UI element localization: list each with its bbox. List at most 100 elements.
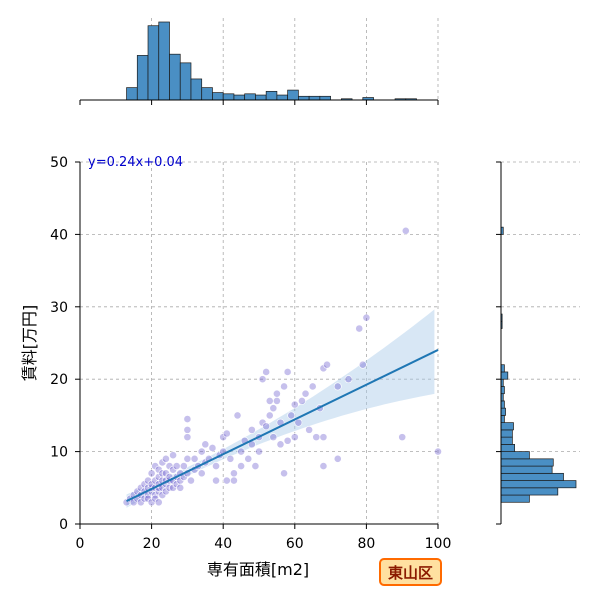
data-point [233, 411, 242, 420]
data-point [298, 397, 306, 405]
area-badge-box [379, 558, 442, 586]
main-grid [80, 161, 439, 524]
x-hist-bar [222, 93, 235, 101]
data-point [176, 483, 185, 492]
data-point [287, 411, 296, 420]
data-point [312, 433, 321, 442]
y-tick-label: 30 [50, 300, 68, 316]
data-point [183, 425, 192, 434]
x-hist-bar [126, 87, 138, 101]
y-tick-label: 40 [50, 227, 68, 243]
x-hist-bar [136, 55, 149, 101]
y-hist-bar [500, 407, 506, 416]
data-point [398, 433, 407, 442]
data-point [283, 436, 292, 445]
data-point [301, 389, 310, 398]
data-point [280, 382, 288, 391]
main-axes: 0 20 40 60 80 100 0 10 20 30 40 50 [50, 155, 451, 552]
x-hist-bar [308, 95, 321, 101]
x-hist-bar [158, 21, 170, 101]
data-point [197, 469, 206, 478]
data-point [294, 418, 303, 427]
data-point [226, 454, 235, 463]
y-hist-bar [500, 472, 564, 481]
data-point [344, 375, 353, 384]
x-hist-bar [298, 95, 310, 101]
data-point [401, 226, 410, 235]
data-point [272, 389, 281, 398]
x-hist-bar [319, 95, 331, 101]
data-point [262, 422, 271, 431]
data-point [169, 451, 177, 460]
y-hist-bar [500, 444, 515, 452]
data-point [262, 368, 271, 376]
data-point [183, 454, 192, 463]
y-hist-bar [500, 465, 553, 474]
y-hist-bar [500, 364, 505, 373]
data-point [222, 429, 231, 438]
y-tick-label: 20 [50, 372, 68, 388]
regression-line-group [126, 349, 439, 503]
x-hist-bar [179, 62, 192, 101]
x-hist-bar [212, 92, 224, 101]
data-point [208, 444, 217, 452]
data-point [230, 476, 238, 485]
x-tick-label: 40 [214, 536, 232, 552]
y-hist-bar [500, 487, 559, 496]
data-point [305, 425, 314, 434]
scatter-points [122, 226, 442, 507]
x-hist-bar [190, 78, 203, 101]
data-point [434, 447, 442, 456]
area-badge: 東山区 [379, 558, 442, 586]
data-point [269, 404, 278, 413]
data-point [362, 313, 371, 322]
data-point [265, 411, 274, 420]
data-point [147, 469, 156, 478]
x-tick-label: 60 [286, 536, 304, 552]
data-point [333, 454, 342, 463]
data-point [244, 454, 253, 463]
data-point [237, 462, 245, 470]
y-hist-bar [500, 458, 554, 467]
x-hist-bar [265, 90, 278, 101]
data-point [355, 324, 364, 333]
data-point [265, 397, 274, 405]
y-hist-bar [500, 429, 513, 438]
data-point [276, 440, 285, 449]
x-hist-bar [147, 25, 160, 101]
x-marginal-histogram [79, 18, 439, 105]
y-hist-bar [500, 494, 530, 503]
data-point [272, 397, 281, 405]
x-tick-label: 20 [143, 536, 161, 552]
y-tick-label: 0 [59, 517, 68, 533]
data-point [258, 375, 267, 384]
y-hist-bar [500, 415, 505, 423]
x-hist-bar [244, 93, 256, 101]
data-point [197, 447, 206, 456]
data-point [222, 476, 231, 485]
data-point [333, 382, 342, 391]
x-hist-bar [233, 94, 246, 101]
data-point [230, 469, 238, 478]
data-point [308, 382, 317, 391]
data-point [212, 476, 220, 485]
x-hist-bar [255, 94, 267, 101]
y-marginal-histogram [496, 161, 580, 525]
data-point [187, 476, 195, 485]
data-point [190, 454, 199, 463]
data-point [201, 440, 210, 449]
y-hist-bar [500, 480, 577, 489]
data-point [358, 360, 367, 369]
data-point [247, 425, 256, 434]
data-point [179, 462, 188, 470]
regression-equation-label: y=0.24x+0.04 [88, 155, 183, 170]
data-point [251, 462, 260, 470]
data-point [283, 368, 292, 376]
data-point [172, 462, 181, 470]
y-hist-bar [500, 371, 509, 380]
y-hist-bar [500, 451, 530, 460]
data-point [319, 462, 328, 470]
data-point [212, 462, 220, 470]
